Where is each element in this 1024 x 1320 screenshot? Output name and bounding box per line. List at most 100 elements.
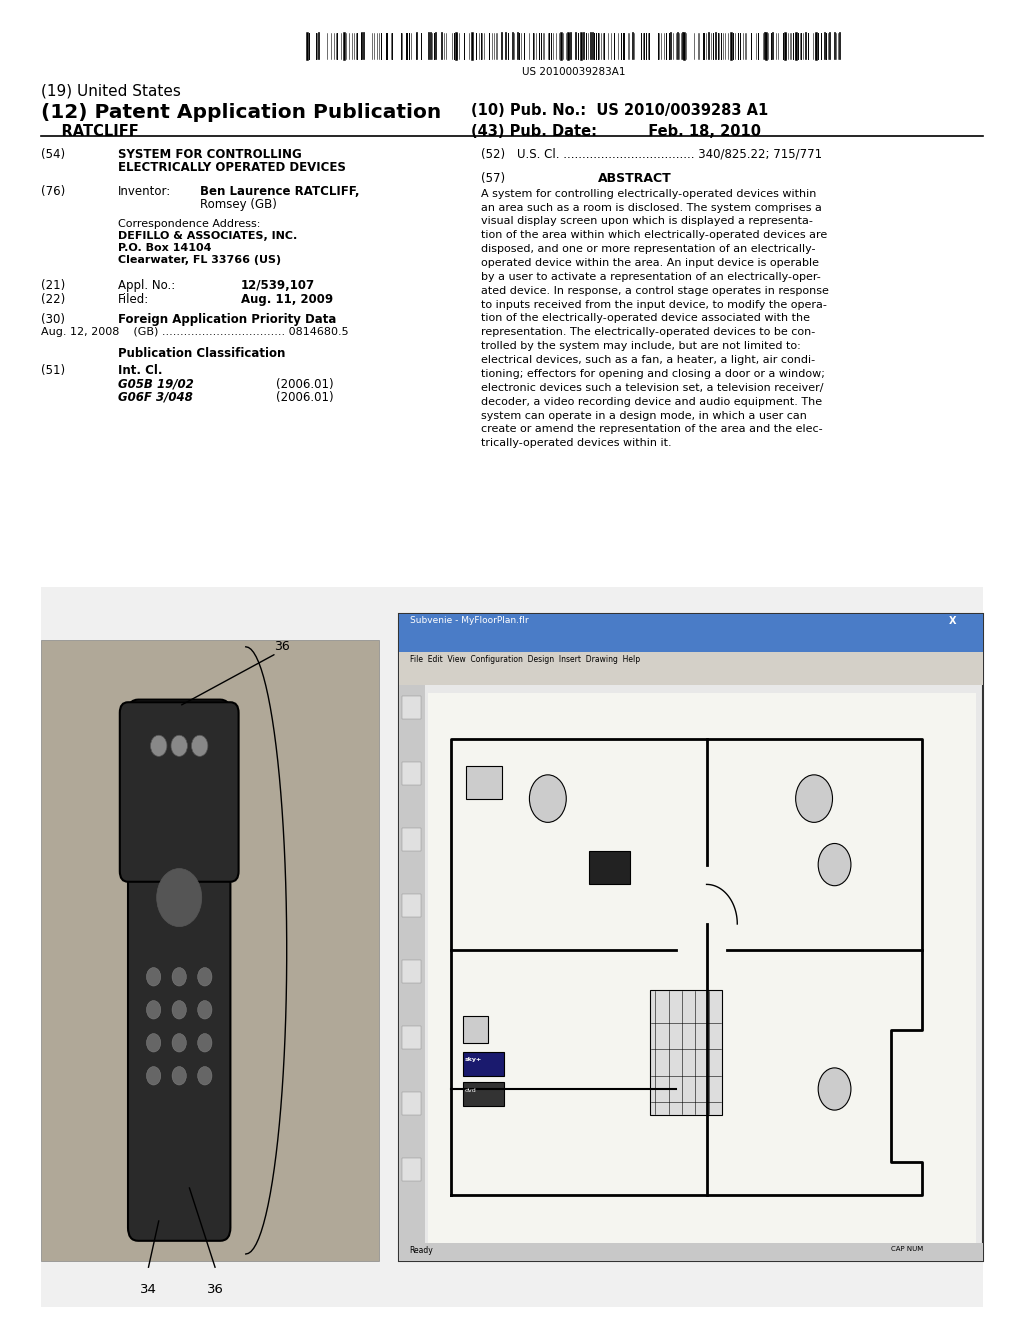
Text: US 20100039283A1: US 20100039283A1 [521, 67, 626, 78]
Text: (57): (57) [481, 172, 506, 185]
Circle shape [818, 1068, 851, 1110]
Circle shape [529, 775, 566, 822]
Text: sky+: sky+ [465, 1057, 482, 1063]
Text: Ben Laurence RATCLIFF,: Ben Laurence RATCLIFF, [200, 185, 359, 198]
Bar [402, 1158, 421, 1181]
Bar [399, 652, 983, 669]
Text: Appl. No.:: Appl. No.: [118, 279, 175, 292]
Text: (76): (76) [41, 185, 66, 198]
Text: Romsey (GB): Romsey (GB) [200, 198, 276, 211]
Text: Subvenie - MyFloorPlan.flr: Subvenie - MyFloorPlan.flr [410, 616, 528, 626]
Text: 36: 36 [273, 640, 290, 653]
Bar [399, 1243, 983, 1261]
Circle shape [146, 1001, 161, 1019]
Bar [41, 587, 983, 1307]
Text: electronic devices such a television set, a television receiver/: electronic devices such a television set… [481, 383, 823, 393]
Circle shape [172, 1001, 186, 1019]
Text: visual display screen upon which is displayed a representa-: visual display screen upon which is disp… [481, 216, 813, 227]
Text: (19) United States: (19) United States [41, 83, 181, 98]
Bar [402, 696, 421, 719]
Bar [463, 1052, 504, 1076]
Text: X: X [948, 616, 956, 627]
Bar [402, 828, 421, 851]
Text: system can operate in a design mode, in which a user can: system can operate in a design mode, in … [481, 411, 807, 421]
Circle shape [198, 1001, 212, 1019]
Text: CAP NUM: CAP NUM [891, 1246, 923, 1253]
Bar [399, 685, 425, 1261]
Text: RATCLIFF: RATCLIFF [41, 124, 138, 139]
Text: by a user to activate a representation of an electrically-oper-: by a user to activate a representation o… [481, 272, 821, 282]
Text: Int. Cl.: Int. Cl. [118, 364, 162, 378]
Circle shape [818, 843, 851, 886]
Text: (2006.01): (2006.01) [276, 391, 334, 404]
Bar [402, 1026, 421, 1049]
Text: (54): (54) [41, 148, 66, 161]
Circle shape [198, 1067, 212, 1085]
Bar [463, 1082, 504, 1106]
Text: G06F 3/048: G06F 3/048 [118, 391, 193, 404]
Text: (21): (21) [41, 279, 66, 292]
Circle shape [171, 735, 187, 756]
Text: (43) Pub. Date:          Feb. 18, 2010: (43) Pub. Date: Feb. 18, 2010 [471, 124, 761, 139]
Text: (51): (51) [41, 364, 66, 378]
Bar [399, 668, 983, 685]
Text: to inputs received from the input device, to modify the opera-: to inputs received from the input device… [481, 300, 827, 310]
Circle shape [151, 735, 167, 756]
Text: Filed:: Filed: [118, 293, 150, 306]
Text: electrical devices, such as a fan, a heater, a light, air condi-: electrical devices, such as a fan, a hea… [481, 355, 815, 366]
Text: G05B 19/02: G05B 19/02 [118, 378, 194, 391]
Text: (2006.01): (2006.01) [276, 378, 334, 391]
Text: ABSTRACT: ABSTRACT [598, 172, 672, 185]
Circle shape [796, 775, 833, 822]
Bar [402, 894, 421, 917]
Bar [402, 1092, 421, 1115]
Text: Ready: Ready [410, 1246, 433, 1255]
Circle shape [198, 968, 212, 986]
FancyBboxPatch shape [120, 702, 239, 882]
Text: trically-operated devices within it.: trically-operated devices within it. [481, 438, 672, 449]
Bar [399, 614, 983, 1261]
Text: ELECTRICALLY OPERATED DEVICES: ELECTRICALLY OPERATED DEVICES [118, 161, 346, 174]
Text: trolled by the system may include, but are not limited to:: trolled by the system may include, but a… [481, 341, 801, 351]
Circle shape [198, 1034, 212, 1052]
Bar [466, 766, 502, 799]
Text: (30): (30) [41, 313, 65, 326]
Circle shape [146, 968, 161, 986]
Text: A system for controlling electrically-operated devices within: A system for controlling electrically-op… [481, 189, 817, 199]
Text: Correspondence Address:: Correspondence Address: [118, 219, 260, 230]
Text: Aug. 12, 2008    (GB) .................................. 0814680.5: Aug. 12, 2008 (GB) .....................… [41, 327, 348, 338]
Bar [41, 640, 379, 1261]
Circle shape [157, 869, 202, 927]
Text: operated device within the area. An input device is operable: operated device within the area. An inpu… [481, 257, 819, 268]
Text: representation. The electrically-operated devices to be con-: representation. The electrically-operate… [481, 327, 815, 338]
Text: File  Edit  View  Configuration  Design  Insert  Drawing  Help: File Edit View Configuration Design Inse… [410, 655, 640, 664]
Circle shape [172, 1067, 186, 1085]
Text: (52): (52) [481, 148, 506, 161]
Text: DEFILLO & ASSOCIATES, INC.: DEFILLO & ASSOCIATES, INC. [118, 231, 297, 242]
Text: dvd: dvd [465, 1088, 476, 1093]
Text: (22): (22) [41, 293, 66, 306]
Bar [463, 1016, 488, 1043]
Text: Aug. 11, 2009: Aug. 11, 2009 [241, 293, 333, 306]
Text: 12/539,107: 12/539,107 [241, 279, 314, 292]
Text: (12) Patent Application Publication: (12) Patent Application Publication [41, 103, 441, 121]
Bar [428, 693, 976, 1247]
Bar [589, 851, 630, 884]
Text: an area such as a room is disclosed. The system comprises a: an area such as a room is disclosed. The… [481, 202, 822, 213]
Bar [402, 762, 421, 785]
Bar [399, 614, 983, 653]
Bar [402, 960, 421, 983]
Circle shape [172, 968, 186, 986]
Text: disposed, and one or more representation of an electrically-: disposed, and one or more representation… [481, 244, 816, 255]
Text: Inventor:: Inventor: [118, 185, 171, 198]
Text: Foreign Application Priority Data: Foreign Application Priority Data [118, 313, 336, 326]
Text: Publication Classification: Publication Classification [118, 347, 285, 360]
Text: decoder, a video recording device and audio equipment. The: decoder, a video recording device and au… [481, 396, 822, 407]
Text: U.S. Cl. ................................... 340/825.22; 715/771: U.S. Cl. ...............................… [517, 148, 822, 161]
Circle shape [146, 1067, 161, 1085]
Text: Clearwater, FL 33766 (US): Clearwater, FL 33766 (US) [118, 255, 281, 265]
Text: (10) Pub. No.:  US 2010/0039283 A1: (10) Pub. No.: US 2010/0039283 A1 [471, 103, 768, 117]
Circle shape [191, 735, 208, 756]
Bar [650, 990, 722, 1115]
Text: tioning; effectors for opening and closing a door or a window;: tioning; effectors for opening and closi… [481, 368, 825, 379]
